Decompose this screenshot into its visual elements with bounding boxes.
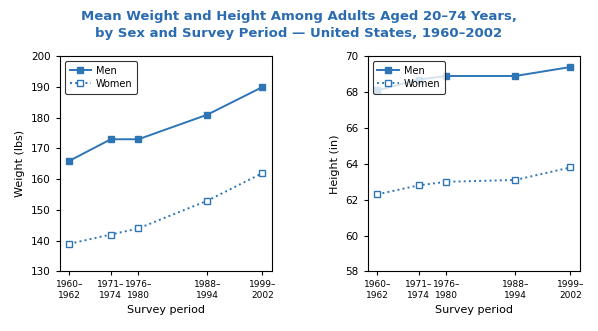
Line: Men: Men [374,64,574,94]
Women [259,171,266,175]
Line: Women: Women [66,169,266,247]
X-axis label: Survey period: Survey period [435,306,513,315]
Y-axis label: Height (in): Height (in) [330,134,340,194]
Women [512,178,519,182]
Men [204,113,211,117]
Men [567,65,574,69]
Text: Mean Weight and Height Among Adults Aged 20–74 Years,
by Sex and Survey Period —: Mean Weight and Height Among Adults Aged… [81,10,517,40]
Women [374,192,381,196]
Legend: Men, Women: Men, Women [373,61,445,94]
Line: Women: Women [374,164,574,198]
Y-axis label: Weight (lbs): Weight (lbs) [16,130,26,197]
Men [374,88,381,92]
Men [107,137,114,141]
Women [66,242,73,246]
Women [443,180,450,184]
Men [66,159,73,163]
Men [259,85,266,89]
Men [415,77,422,81]
Men [135,137,142,141]
Women [107,233,114,237]
Women [135,226,142,230]
X-axis label: Survey period: Survey period [127,306,205,315]
Line: Men: Men [66,83,266,164]
Legend: Men, Women: Men, Women [65,61,138,94]
Women [567,166,574,169]
Women [415,183,422,187]
Men [512,74,519,78]
Men [443,74,450,78]
Women [204,199,211,203]
